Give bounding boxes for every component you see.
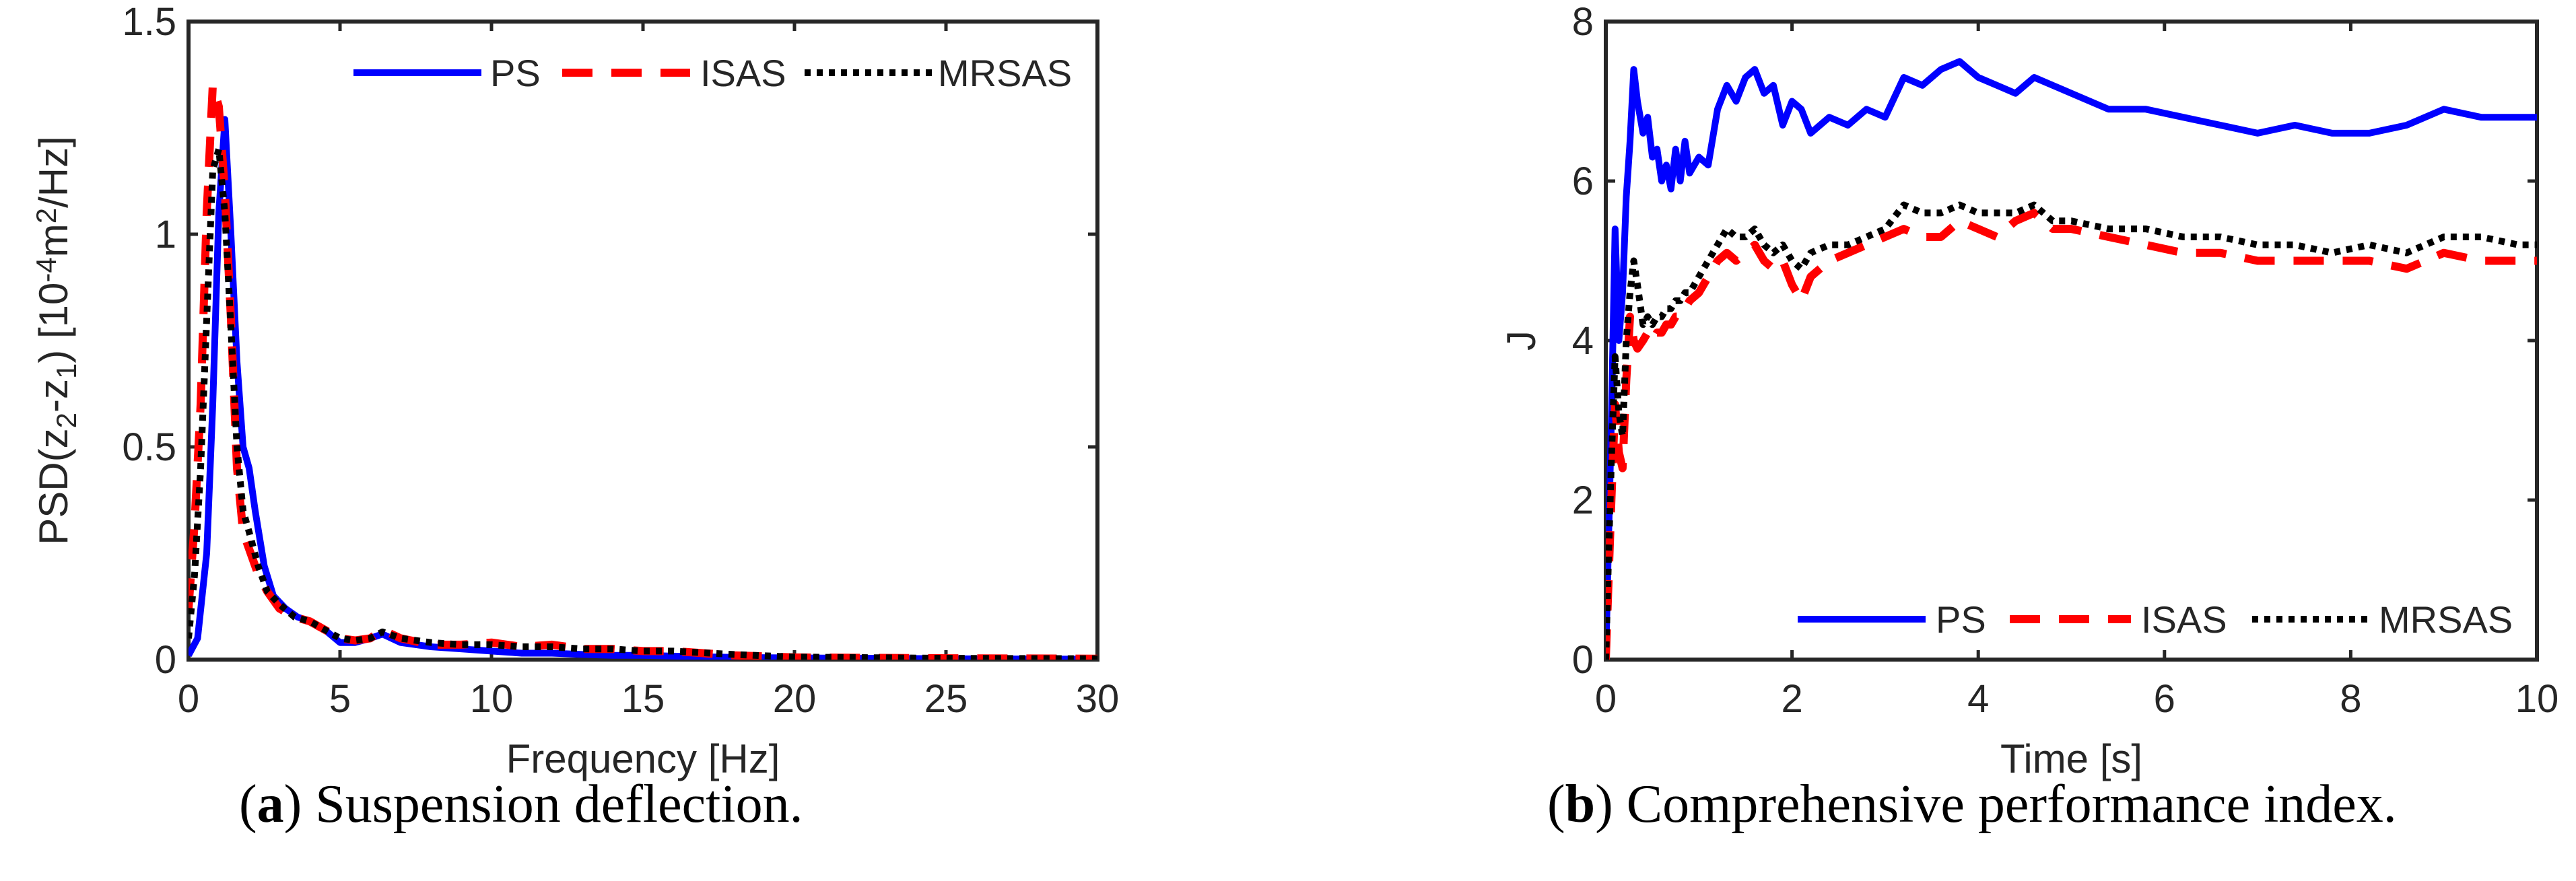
chart-a-xlabel: Frequency [Hz]: [506, 736, 780, 781]
caption-b-text: Comprehensive performance index.: [1613, 775, 2397, 834]
chart-a-series-isas-line: [189, 81, 1097, 660]
chart-a-axes-box: [187, 20, 1099, 662]
caption-b: (b) Comprehensive performance index.: [1547, 775, 2397, 834]
chart-b-series-isas-line: [1606, 209, 2537, 660]
chart-a-xtick-label: 10: [470, 677, 514, 721]
chart-b-ytick-label: 0: [1572, 638, 1594, 682]
chart-a-ylabel-part: m: [31, 223, 76, 257]
chart-b-xtick-label: 10: [2515, 677, 2559, 721]
chart-b-xtick-label: 0: [1595, 677, 1617, 721]
chart-a-ylabel-part: PSD(z: [31, 428, 76, 544]
chart-b-xtick-label: 6: [2154, 677, 2175, 721]
chart-b-legend-label-mrsas: MRSAS: [2379, 598, 2513, 641]
chart-a-ylabel-part: ) [10: [31, 283, 76, 363]
chart-a-xtick-label: 0: [178, 677, 199, 721]
caption-a: (a) Suspension deflection.: [239, 775, 803, 834]
chart-b-xlabel: Time [s]: [2000, 736, 2142, 781]
chart-b-legend-label-ps: PS: [1936, 598, 1986, 641]
chart-a-xtick-label: 5: [329, 677, 351, 721]
chart-b-performance-index: 0 2 4 6 8 10 0 2 4 6 8 Time [s] J PS ISAS MRSAS: [1499, 0, 2558, 781]
chart-b-xtick-label: 8: [2340, 677, 2361, 721]
chart-a-ytick-label: 0: [155, 638, 176, 682]
chart-a-ylabel-part: 2: [30, 208, 62, 223]
chart-b-ytick-label: 4: [1572, 319, 1594, 363]
chart-a-ytick-label: 1: [155, 213, 176, 256]
chart-a-series-mrsas-line: [189, 145, 1097, 660]
chart-a-xtick-label: 25: [924, 677, 968, 721]
chart-a-xtick-label: 20: [773, 677, 817, 721]
chart-b-series-mrsas-line: [1606, 201, 2537, 660]
chart-b-xtick-label: 2: [1781, 677, 1802, 721]
chart-b-series-ps-line: [1606, 58, 2537, 660]
chart-b-xtick-label: 4: [1967, 677, 1989, 721]
chart-a-ytick-label: 1.5: [122, 0, 176, 44]
caption-a-text: Suspension deflection.: [302, 775, 803, 834]
chart-a-ylabel-part: -z: [31, 379, 76, 413]
chart-a-legend-label-mrsas: MRSAS: [938, 52, 1072, 94]
caption-b-letter: b: [1565, 775, 1596, 834]
chart-b-axes-box: [1604, 20, 2539, 662]
chart-a-legend-label-ps: PS: [490, 52, 541, 94]
chart-a-ylabel-part: /Hz]: [31, 136, 76, 208]
chart-b-ytick-label: 2: [1572, 479, 1594, 522]
chart-a-ytick-label: 0.5: [122, 425, 176, 469]
chart-a-legend-label-isas: ISAS: [700, 52, 786, 94]
chart-a-ylabel: PSD(z2-z1) [10-4m2/Hz]: [30, 136, 81, 545]
chart-a-ylabel-part: -4: [30, 257, 62, 282]
chart-b-legend-label-isas: ISAS: [2141, 598, 2227, 641]
caption-a-letter: a: [257, 775, 284, 834]
chart-a-xtick-label: 15: [621, 677, 665, 721]
chart-a-ylabel-part: 1: [50, 363, 82, 379]
chart-a-ylabel-part: 2: [50, 413, 82, 428]
chart-a-xtick-label: 30: [1076, 677, 1120, 721]
chart-b-ytick-label: 8: [1572, 0, 1594, 44]
chart-b-ytick-label: 6: [1572, 160, 1594, 203]
chart-b-ylabel: J: [1499, 330, 1544, 351]
chart-a-series-ps-line: [189, 116, 1097, 660]
